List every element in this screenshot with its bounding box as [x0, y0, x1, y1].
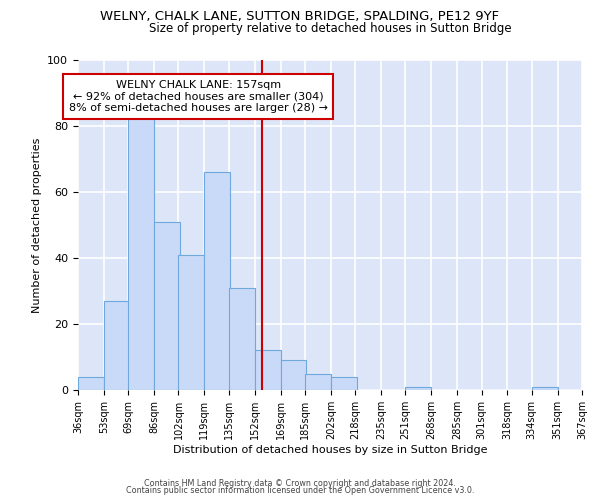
Text: WELNY CHALK LANE: 157sqm
← 92% of detached houses are smaller (304)
8% of semi-d: WELNY CHALK LANE: 157sqm ← 92% of detach…: [69, 80, 328, 113]
Bar: [254, 350, 281, 390]
Bar: [305, 374, 331, 390]
Bar: [406, 386, 431, 390]
X-axis label: Distribution of detached houses by size in Sutton Bridge: Distribution of detached houses by size …: [173, 444, 487, 454]
Y-axis label: Number of detached properties: Number of detached properties: [32, 138, 42, 312]
Bar: [532, 386, 557, 390]
Text: Contains HM Land Registry data © Crown copyright and database right 2024.: Contains HM Land Registry data © Crown c…: [144, 478, 456, 488]
Bar: [128, 110, 154, 390]
Text: WELNY, CHALK LANE, SUTTON BRIDGE, SPALDING, PE12 9YF: WELNY, CHALK LANE, SUTTON BRIDGE, SPALDI…: [100, 10, 500, 23]
Text: Contains public sector information licensed under the Open Government Licence v3: Contains public sector information licen…: [126, 486, 474, 495]
Bar: [78, 377, 104, 390]
Bar: [178, 254, 205, 390]
Bar: [205, 172, 230, 390]
Title: Size of property relative to detached houses in Sutton Bridge: Size of property relative to detached ho…: [149, 22, 511, 35]
Bar: [154, 222, 180, 390]
Bar: [104, 301, 130, 390]
Bar: [331, 377, 356, 390]
Bar: [281, 360, 307, 390]
Bar: [229, 288, 254, 390]
